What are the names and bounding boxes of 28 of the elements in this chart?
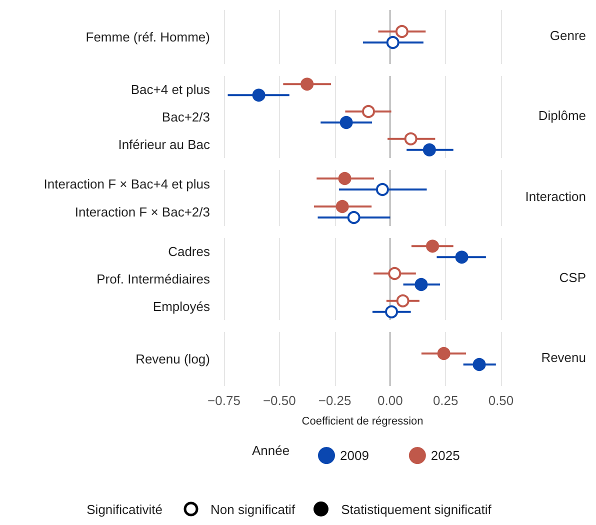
y2-axis-title: CSP [559,270,586,285]
x-tick-label: 0.00 [378,393,403,408]
text: Statistiquement significatif [341,502,492,516]
legend-label: 2009 [340,448,369,463]
x-tick-label: −0.75 [208,393,240,408]
y-tick-label: Revenu (log) [136,352,210,366]
text: Non significatif [210,502,296,516]
x-tick-label: −0.25 [318,393,352,408]
y-tick-label: Prof. Intermédiaires [96,272,210,286]
y-tick-label: Interaction F × Bac+4 et plus [44,176,210,192]
y2-axis-title: Interaction [525,189,586,204]
legend-title: Année [252,443,290,458]
legend-label: 2025 [430,448,460,463]
x-tick-label: −0.50 [262,393,296,408]
y2-axis-title: Genre [550,28,586,43]
y-tick-label: Femme (réf. Homme) [86,30,210,44]
y-tick-label: Employés [152,298,210,314]
x-axis-title: Coefficient de régression [302,416,424,428]
y2-axis-title: Revenu [541,350,586,365]
x-tick-label: 0.50 [488,393,514,408]
y-tick-label: Bac+4 et plus [130,82,210,98]
text: Significativité [86,502,163,516]
y2-axis-title: Diplôme [538,108,586,123]
y-tick-label: Bac+2/3 [162,110,210,124]
y-tick-label: Interaction F × Bac+2/3 [74,204,210,220]
y-tick-label: Cadres [168,244,210,260]
x-tick-label: 0.25 [432,393,458,408]
y-tick-label: Inférieur au Bac [118,136,210,152]
